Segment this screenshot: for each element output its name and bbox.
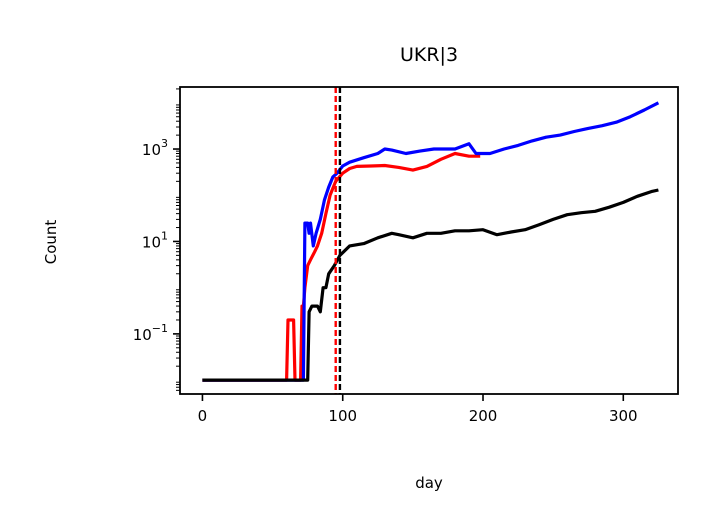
- y-tick-label: 10−1: [133, 322, 168, 344]
- series-line-2: [202, 101, 660, 382]
- series-line-1: [202, 151, 481, 382]
- x-tick-label: 200: [469, 407, 498, 425]
- x-tick-label: 100: [328, 407, 357, 425]
- chart-title: UKR|3: [400, 44, 458, 66]
- plot-frame: [179, 86, 679, 395]
- x-axis-label: day: [415, 474, 443, 492]
- plot-area: [202, 87, 660, 394]
- y-tick-label: 103: [142, 137, 168, 159]
- x-tick-label: 300: [609, 407, 638, 425]
- x-axis: 0 100 200 300: [198, 394, 638, 425]
- y-axis: 10−1 101 103: [133, 88, 180, 391]
- y-axis-label: Count: [42, 220, 60, 265]
- series-line-3: [202, 188, 659, 382]
- y-tick-label: 101: [142, 229, 168, 251]
- x-tick-label: 0: [198, 407, 208, 425]
